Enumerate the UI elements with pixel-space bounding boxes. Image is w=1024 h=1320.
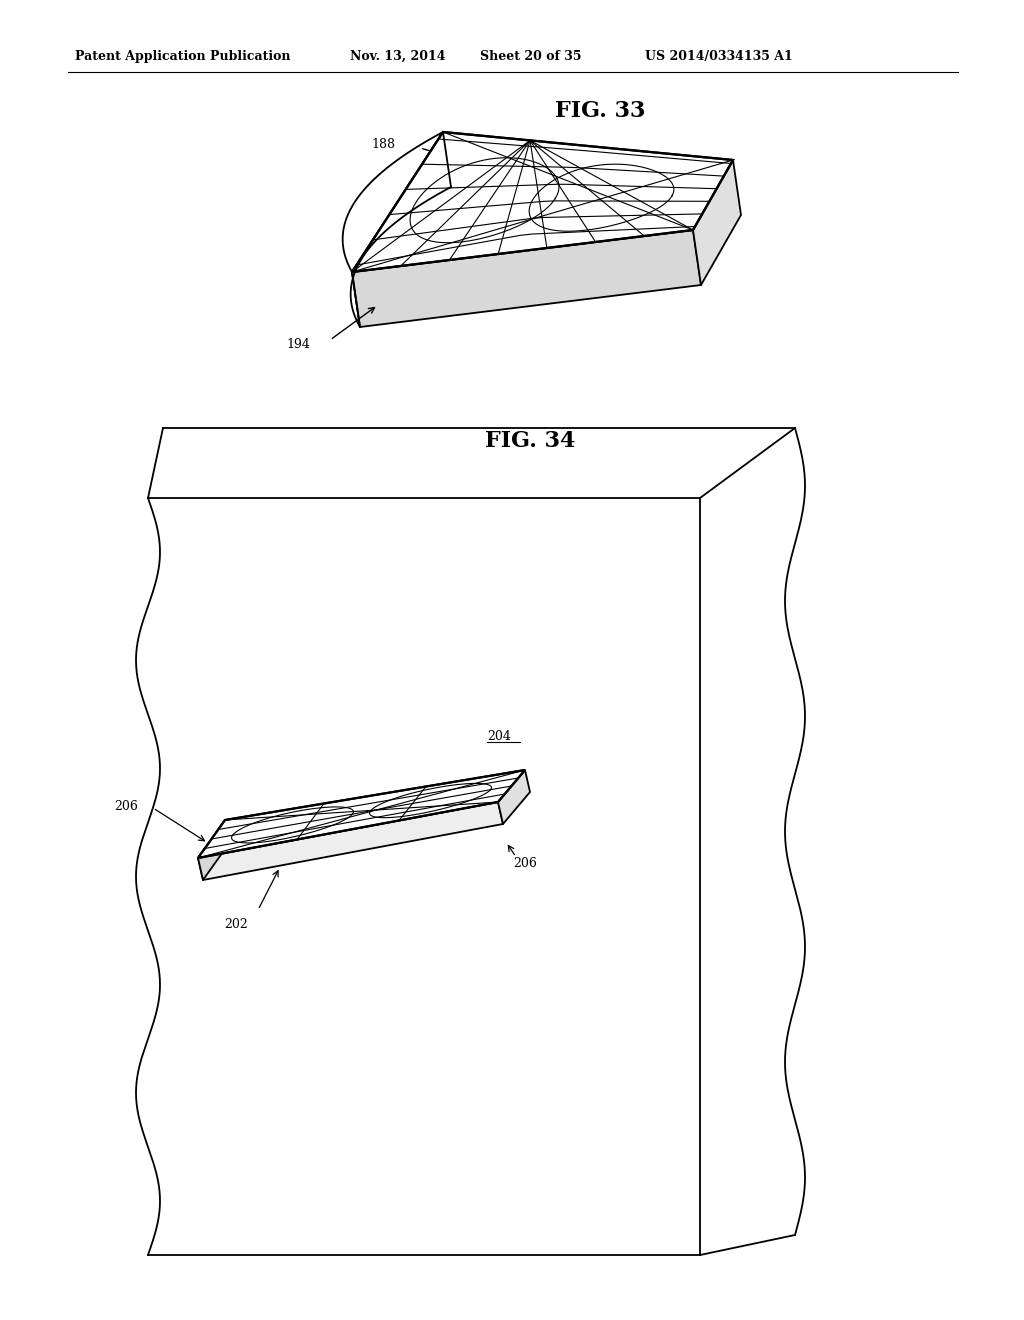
Text: Nov. 13, 2014: Nov. 13, 2014 [350,50,445,63]
Text: 204: 204 [487,730,511,743]
Polygon shape [352,132,451,327]
Text: Sheet 20 of 35: Sheet 20 of 35 [480,50,582,63]
Polygon shape [198,770,525,858]
Text: 194: 194 [286,338,310,351]
Text: FIG. 33: FIG. 33 [555,100,645,121]
Polygon shape [498,770,530,824]
Text: 206: 206 [114,800,138,813]
Polygon shape [693,160,741,285]
Text: Patent Application Publication: Patent Application Publication [75,50,291,63]
Text: FIG. 34: FIG. 34 [484,430,575,451]
Text: US 2014/0334135 A1: US 2014/0334135 A1 [645,50,793,63]
Polygon shape [352,230,701,327]
Polygon shape [352,132,733,272]
Text: 188: 188 [371,139,395,152]
Text: 206: 206 [513,857,537,870]
Polygon shape [198,803,503,880]
Text: 202: 202 [224,917,248,931]
Polygon shape [198,820,230,880]
